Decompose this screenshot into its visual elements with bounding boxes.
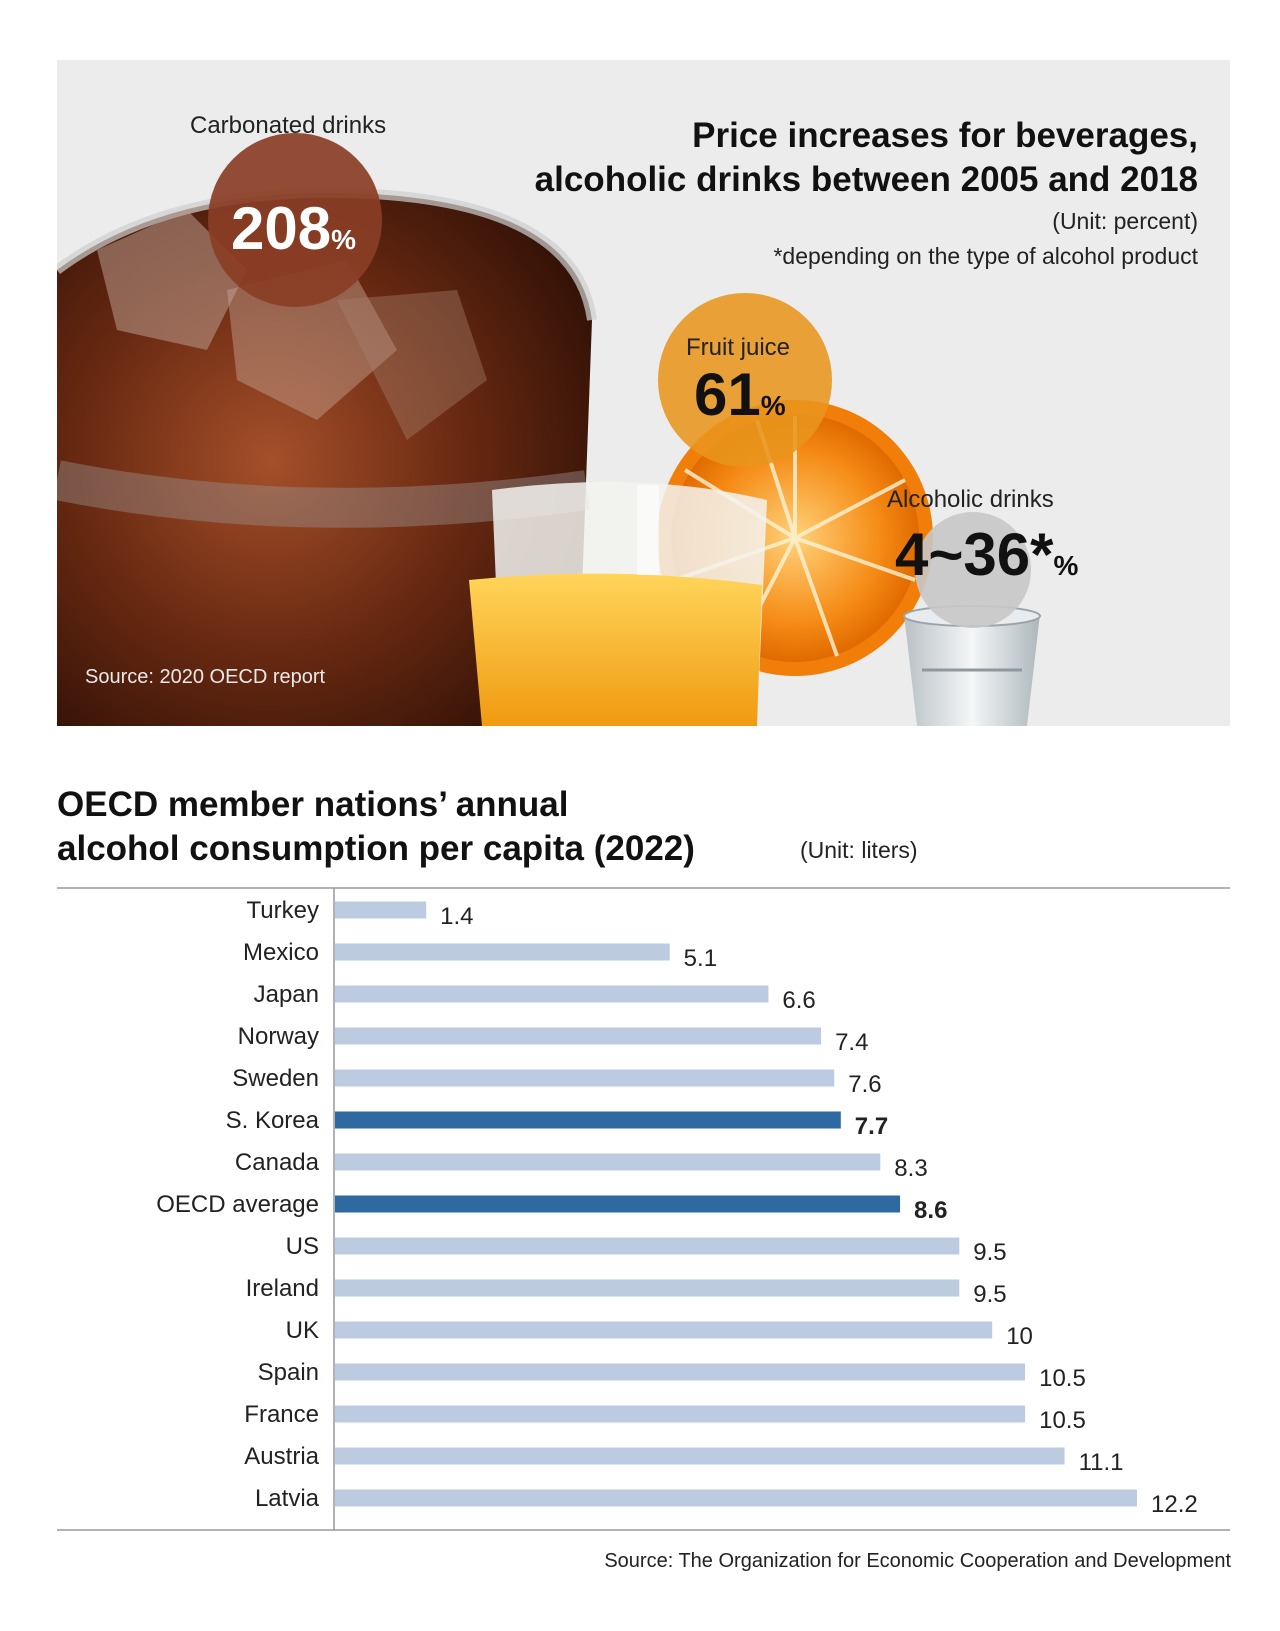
value-label: 7.7 (855, 1113, 888, 1140)
panel-unit: (Unit: percent) (1052, 208, 1198, 234)
bar-s-korea (335, 1111, 841, 1129)
category-label: Norway (238, 1023, 319, 1050)
alcoholic-number: 4~36* (895, 521, 1054, 588)
bar-ireland (335, 1279, 960, 1297)
value-label: 9.5 (973, 1281, 1006, 1308)
bar-oecd-average (335, 1195, 901, 1213)
fruit-juice-unit: % (760, 390, 786, 421)
category-label: Ireland (246, 1275, 319, 1302)
category-label: OECD average (156, 1191, 319, 1218)
category-label: Latvia (255, 1485, 320, 1512)
category-label: Mexico (243, 939, 319, 966)
bars-group: Turkey 1.4 Mexico 5.1 Japan 6.6 Norway 7.4 Swede… (156, 897, 1197, 1518)
value-label: 1.4 (440, 903, 473, 930)
panel-source: Source: 2020 OECD report (85, 666, 326, 688)
value-label: 12.2 (1151, 1491, 1198, 1518)
bar-france (335, 1405, 1026, 1423)
beverage-illustration (57, 133, 1041, 726)
bar-norway (335, 1027, 822, 1045)
category-label: UK (286, 1317, 319, 1344)
value-label: 11.1 (1079, 1449, 1124, 1476)
carbonated-unit: % (331, 224, 357, 255)
value-label: 7.4 (835, 1029, 868, 1056)
chart-unit: (Unit: liters) (800, 837, 918, 863)
carbonated-number: 208 (231, 195, 332, 262)
bar-canada (335, 1153, 881, 1171)
bar-us (335, 1237, 960, 1255)
chart-title: OECD member nations’ annual alcohol cons… (57, 783, 695, 871)
bar-austria (335, 1447, 1065, 1465)
carbonated-label: Carbonated drinks (190, 112, 387, 139)
category-label: Sweden (232, 1065, 319, 1092)
panel-title-line1: Price increases for beverages, (692, 116, 1198, 155)
fruit-juice-bubble (658, 293, 832, 467)
value-label: 10.5 (1039, 1407, 1086, 1434)
panel-title: Price increases for beverages, alcoholic… (535, 114, 1198, 202)
carbonated-value: 208% (231, 194, 356, 263)
chart-title-line1: OECD member nations’ annual (57, 785, 569, 824)
bar-japan (335, 985, 769, 1003)
alcoholic-label: Alcoholic drinks (887, 486, 1054, 513)
category-label: Turkey (247, 897, 319, 924)
value-label: 10.5 (1039, 1365, 1086, 1392)
bar-mexico (335, 943, 670, 961)
category-label: Japan (254, 981, 319, 1008)
fruit-juice-number: 61 (694, 361, 761, 428)
value-label: 7.6 (848, 1071, 881, 1098)
price-increase-panel: Price increases for beverages, alcoholic… (57, 60, 1230, 726)
value-label: 8.3 (894, 1155, 927, 1182)
fruit-juice-value: 61% (694, 360, 786, 429)
juice-glass-icon (469, 482, 767, 726)
bar-uk (335, 1321, 993, 1339)
chart-title-line2: alcohol consumption per capita (2022) (57, 829, 695, 868)
category-label: France (244, 1401, 319, 1428)
alcoholic-bubble (915, 512, 1031, 628)
alcoholic-value: 4~36*% (895, 520, 1078, 589)
panel-title-line2: alcoholic drinks between 2005 and 2018 (534, 160, 1198, 199)
value-label: 9.5 (973, 1239, 1006, 1266)
carbonated-bubble (208, 133, 382, 307)
bar-turkey (335, 901, 427, 919)
value-label: 10 (1006, 1323, 1033, 1350)
bar-spain (335, 1363, 1026, 1381)
bar-latvia (335, 1489, 1137, 1507)
category-label: US (286, 1233, 319, 1260)
fruit-juice-label: Fruit juice (686, 334, 791, 361)
panel-footnote: *depending on the type of alcohol produc… (773, 243, 1198, 269)
alcoholic-unit: % (1053, 550, 1079, 581)
category-label: Canada (235, 1149, 320, 1176)
category-label: Spain (258, 1359, 319, 1386)
category-label: Austria (244, 1443, 319, 1470)
category-label: S. Korea (226, 1107, 320, 1134)
chart-source: Source: The Organization for Economic Co… (604, 1550, 1231, 1572)
bar-sweden (335, 1069, 835, 1087)
value-label: 8.6 (914, 1197, 947, 1224)
value-label: 6.6 (782, 987, 815, 1014)
cola-glass-icon (57, 187, 597, 726)
value-label: 5.1 (684, 945, 717, 972)
consumption-bar-chart: Turkey 1.4 Mexico 5.1 Japan 6.6 Norway 7.4 Swede… (57, 887, 1230, 1531)
